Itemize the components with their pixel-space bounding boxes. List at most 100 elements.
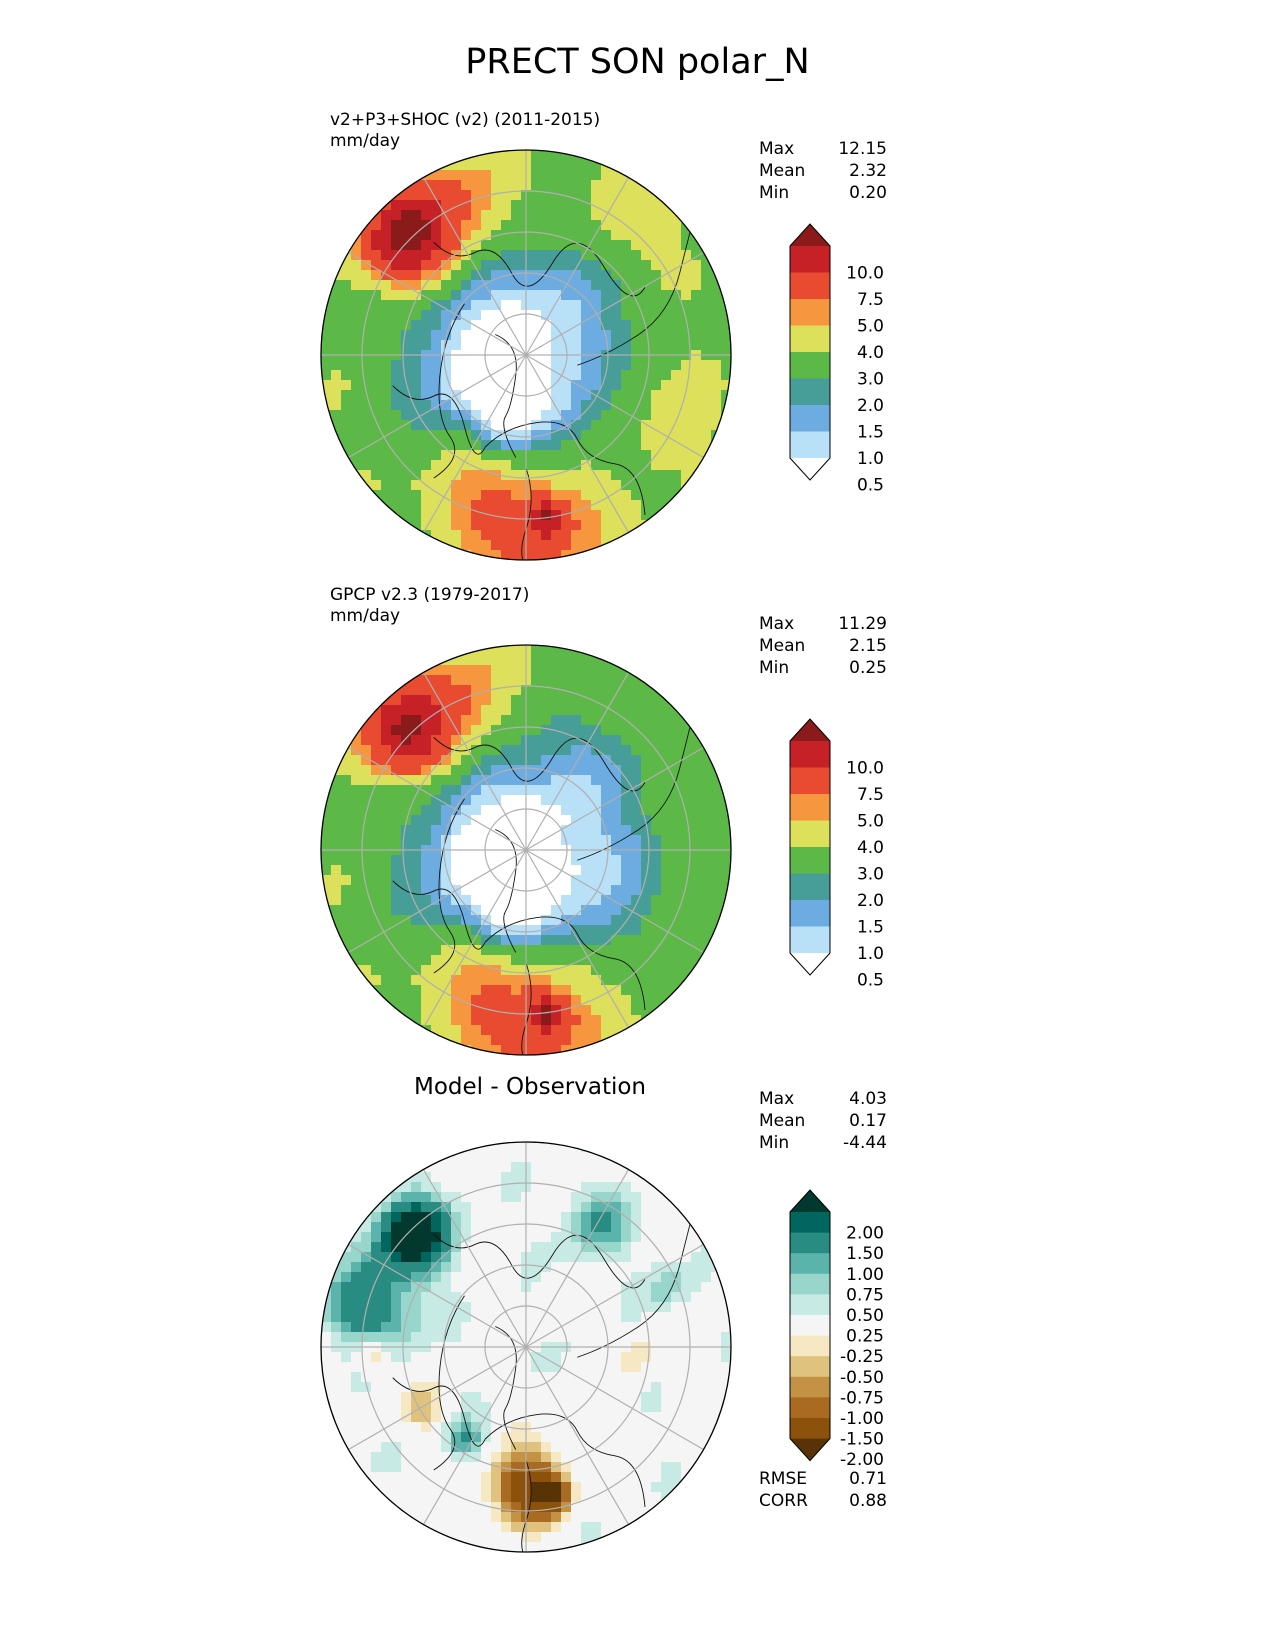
contour-cell xyxy=(701,735,712,746)
contour-cell xyxy=(631,200,642,211)
contour-cell xyxy=(551,1292,562,1303)
contour-cell xyxy=(541,450,552,461)
meridian-line xyxy=(348,251,527,356)
contour-cell xyxy=(651,290,662,301)
contour-cell xyxy=(491,955,502,966)
contour-cell xyxy=(531,1152,542,1163)
contour-cell xyxy=(651,1432,662,1443)
colorbar-tick-label: 3.0 xyxy=(857,865,884,885)
contour-cell xyxy=(331,1392,342,1403)
stat-value: -4.44 xyxy=(843,1133,887,1153)
contour-cell xyxy=(401,1005,412,1016)
contour-cell xyxy=(361,885,372,896)
contour-cell xyxy=(671,330,682,341)
contour-cell xyxy=(591,530,602,541)
contour-cell xyxy=(571,1362,582,1373)
contour-cell xyxy=(381,1272,392,1283)
contour-cell xyxy=(481,220,492,231)
contour-cell xyxy=(581,470,592,481)
contour-cell xyxy=(401,935,412,946)
contour-cell xyxy=(451,1292,462,1303)
contour-cell xyxy=(451,460,462,471)
contour-cell xyxy=(351,390,362,401)
contour-cell xyxy=(541,1522,552,1533)
contour-cell xyxy=(371,410,382,421)
contour-cell xyxy=(431,1442,442,1453)
metric-name: CORR xyxy=(759,1491,808,1511)
contour-cell xyxy=(611,1452,622,1463)
contour-cell xyxy=(511,540,522,551)
contour-cell xyxy=(711,1332,722,1343)
contour-cell xyxy=(691,935,702,946)
contour-cell xyxy=(361,1372,372,1383)
contour-cell xyxy=(451,160,462,171)
contour-cell xyxy=(641,220,652,231)
contour-cell xyxy=(471,450,482,461)
contour-cell xyxy=(631,320,642,331)
contour-cell xyxy=(351,1282,362,1293)
contour-cell xyxy=(391,725,402,736)
contour-cell xyxy=(561,1442,572,1453)
contour-cell xyxy=(491,905,502,916)
contour-cell xyxy=(441,240,452,251)
contour-cell xyxy=(501,1312,512,1323)
contour-cell xyxy=(421,775,432,786)
colorbar-tick-label: 4.0 xyxy=(857,838,884,858)
meridian-line xyxy=(422,354,527,533)
contour-cell xyxy=(371,945,382,956)
contour-cell xyxy=(631,310,642,321)
contour-cell xyxy=(721,835,731,846)
stat-name: Min xyxy=(759,1133,790,1153)
contour-cell xyxy=(641,715,652,726)
contour-cell xyxy=(721,1302,731,1313)
contour-cell xyxy=(611,200,622,211)
contour-cell xyxy=(571,390,582,401)
contour-cell xyxy=(531,260,542,271)
contour-cell xyxy=(471,1035,482,1046)
contour-cell xyxy=(551,180,562,191)
contour-cell xyxy=(441,755,452,766)
contour-cell xyxy=(421,1502,432,1513)
contour-cell xyxy=(641,500,652,511)
contour-cell xyxy=(571,1282,582,1293)
contour-cell xyxy=(341,1302,352,1313)
contour-cell xyxy=(701,440,712,451)
contour-cell xyxy=(461,430,472,441)
contour-cell xyxy=(471,1152,482,1163)
contour-cell xyxy=(591,180,602,191)
contour-cell xyxy=(661,1252,672,1263)
contour-cell xyxy=(691,735,702,746)
contour-cell xyxy=(461,705,472,716)
contour-cell xyxy=(391,420,402,431)
contour-cell xyxy=(401,250,412,261)
contour-cell xyxy=(511,875,522,886)
contour-cell xyxy=(511,1045,522,1055)
contour-cell xyxy=(381,270,392,281)
contour-cell xyxy=(551,480,562,491)
contour-cell xyxy=(661,1462,672,1473)
contour-cell xyxy=(381,775,392,786)
contour-cell xyxy=(591,1412,602,1423)
contour-cell xyxy=(371,885,382,896)
contour-cell xyxy=(711,1392,722,1403)
contour-cell xyxy=(321,320,332,331)
contour-cell xyxy=(591,1252,602,1263)
contour-cell xyxy=(631,855,642,866)
contour-cell xyxy=(721,1362,731,1373)
contour-cell xyxy=(381,765,392,776)
contour-cell xyxy=(611,470,622,481)
contour-cell xyxy=(511,250,522,261)
contour-cell xyxy=(571,1252,582,1263)
contour-cell xyxy=(591,280,602,291)
contour-cell xyxy=(641,1292,652,1303)
contour-cell xyxy=(501,1182,512,1193)
contour-cell xyxy=(721,875,731,886)
contour-cell xyxy=(581,1152,592,1163)
contour-cell xyxy=(541,965,552,976)
contour-cell xyxy=(461,240,472,251)
contour-cell xyxy=(561,190,572,201)
contour-cell xyxy=(641,210,652,221)
contour-cell xyxy=(661,765,672,776)
contour-cell xyxy=(471,380,482,391)
contour-cell xyxy=(671,220,682,231)
